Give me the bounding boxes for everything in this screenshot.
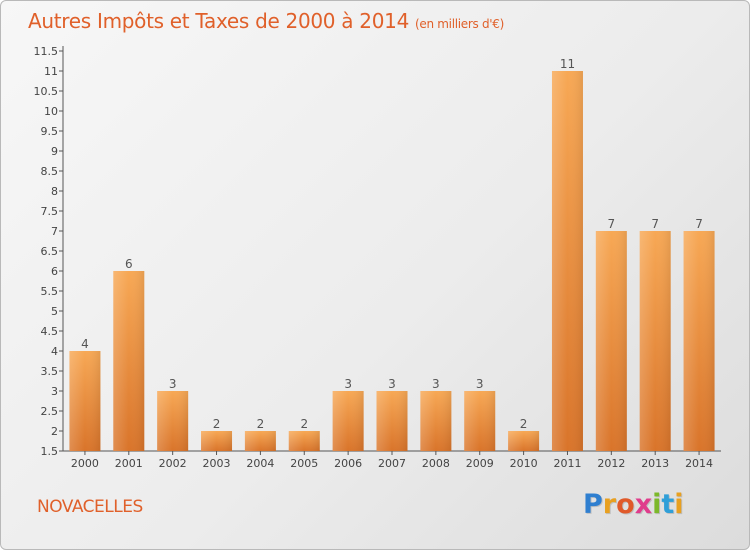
proxiti-logo: Proxiti xyxy=(583,489,684,520)
bar-shade xyxy=(157,391,189,451)
y-tick-label: 3 xyxy=(51,385,58,398)
bar-shade xyxy=(683,231,715,451)
x-tick-label: 2008 xyxy=(422,457,450,470)
y-tick-label: 6.5 xyxy=(41,245,59,258)
y-tick-label: 7.5 xyxy=(41,205,59,218)
y-tick-label: 6 xyxy=(51,265,58,278)
data-label: 11 xyxy=(560,57,575,71)
x-tick-label: 2014 xyxy=(685,457,713,470)
y-tick-label: 2.5 xyxy=(41,405,59,418)
x-tick-label: 2012 xyxy=(597,457,625,470)
data-label: 2 xyxy=(520,417,528,431)
x-tick-label: 2001 xyxy=(115,457,143,470)
x-tick-label: 2011 xyxy=(553,457,581,470)
data-label: 2 xyxy=(213,417,221,431)
bar-shade xyxy=(69,351,101,451)
y-tick-label: 9.5 xyxy=(41,125,59,138)
chart-title-text: Autres Impôts et Taxes de 2000 à 2014 xyxy=(28,9,409,33)
data-label: 3 xyxy=(344,377,352,391)
bar-shade xyxy=(113,271,145,451)
y-tick-label: 11 xyxy=(44,65,58,78)
x-tick-label: 2002 xyxy=(159,457,187,470)
y-tick-label: 5.5 xyxy=(41,285,59,298)
bar-shade xyxy=(464,391,496,451)
logo-letter: o xyxy=(616,489,635,520)
chart-subtitle: (en milliers d'€) xyxy=(415,17,505,31)
bar-shade xyxy=(595,231,627,451)
bar-shade xyxy=(201,431,233,451)
y-tick-label: 2 xyxy=(51,425,58,438)
bar-shade xyxy=(376,391,408,451)
x-tick-label: 2006 xyxy=(334,457,362,470)
bar-shade xyxy=(551,71,583,451)
logo-letter: x xyxy=(634,489,653,520)
data-label: 3 xyxy=(169,377,177,391)
logo-letter: i xyxy=(674,489,684,520)
bar-shade xyxy=(420,391,452,451)
bar-shade xyxy=(639,231,671,451)
x-tick-label: 2004 xyxy=(246,457,274,470)
y-tick-label: 3.5 xyxy=(41,365,59,378)
chart-bars xyxy=(69,71,715,451)
y-tick-label: 11.5 xyxy=(34,45,59,58)
data-label: 2 xyxy=(257,417,265,431)
data-label: 4 xyxy=(81,337,89,351)
y-tick-label: 7 xyxy=(51,225,58,238)
y-tick-label: 10 xyxy=(44,105,58,118)
data-label: 3 xyxy=(388,377,396,391)
bar-shade xyxy=(244,431,276,451)
data-label: 2 xyxy=(300,417,308,431)
data-label: 6 xyxy=(125,257,133,271)
logo-letter: i xyxy=(652,489,662,520)
y-tick-label: 4 xyxy=(51,345,58,358)
logo-letter: r xyxy=(602,489,617,520)
x-tick-label: 2000 xyxy=(71,457,99,470)
chart-axes: 1.5 2 2.5 3 3.5 4 4.5 5 5.5 6 6.5 7 7.5 8 8.5 9 9.5 10 10.… xyxy=(34,45,721,470)
data-label: 7 xyxy=(651,217,659,231)
data-label: 3 xyxy=(476,377,484,391)
chart-value-labels: 4 6 3 2 2 2 3 3 3 3 2 11 7 7 7 xyxy=(81,57,703,431)
logo-letter: t xyxy=(661,489,675,520)
town-name: NOVACELLES xyxy=(37,497,143,517)
bar-shade xyxy=(288,431,320,451)
y-tick-label: 8 xyxy=(51,185,58,198)
y-tick-label: 4.5 xyxy=(41,325,59,338)
chart-title: Autres Impôts et Taxes de 2000 à 2014 (en… xyxy=(28,9,504,33)
y-tick-label: 8.5 xyxy=(41,165,59,178)
x-tick-label: 2003 xyxy=(203,457,231,470)
data-label: 7 xyxy=(695,217,703,231)
x-tick-label: 2009 xyxy=(466,457,494,470)
x-tick-label: 2005 xyxy=(290,457,318,470)
x-tick-label: 2007 xyxy=(378,457,406,470)
logo-letter: P xyxy=(583,489,603,520)
data-label: 3 xyxy=(432,377,440,391)
bar-shade xyxy=(332,391,364,451)
y-tick-label: 5 xyxy=(51,305,58,318)
bar-shade xyxy=(508,431,540,451)
data-label: 7 xyxy=(608,217,616,231)
y-tick-label: 10.5 xyxy=(34,85,59,98)
y-tick-label: 1.5 xyxy=(41,445,59,458)
x-tick-label: 2013 xyxy=(641,457,669,470)
x-tick-label: 2010 xyxy=(510,457,538,470)
y-tick-label: 9 xyxy=(51,145,58,158)
